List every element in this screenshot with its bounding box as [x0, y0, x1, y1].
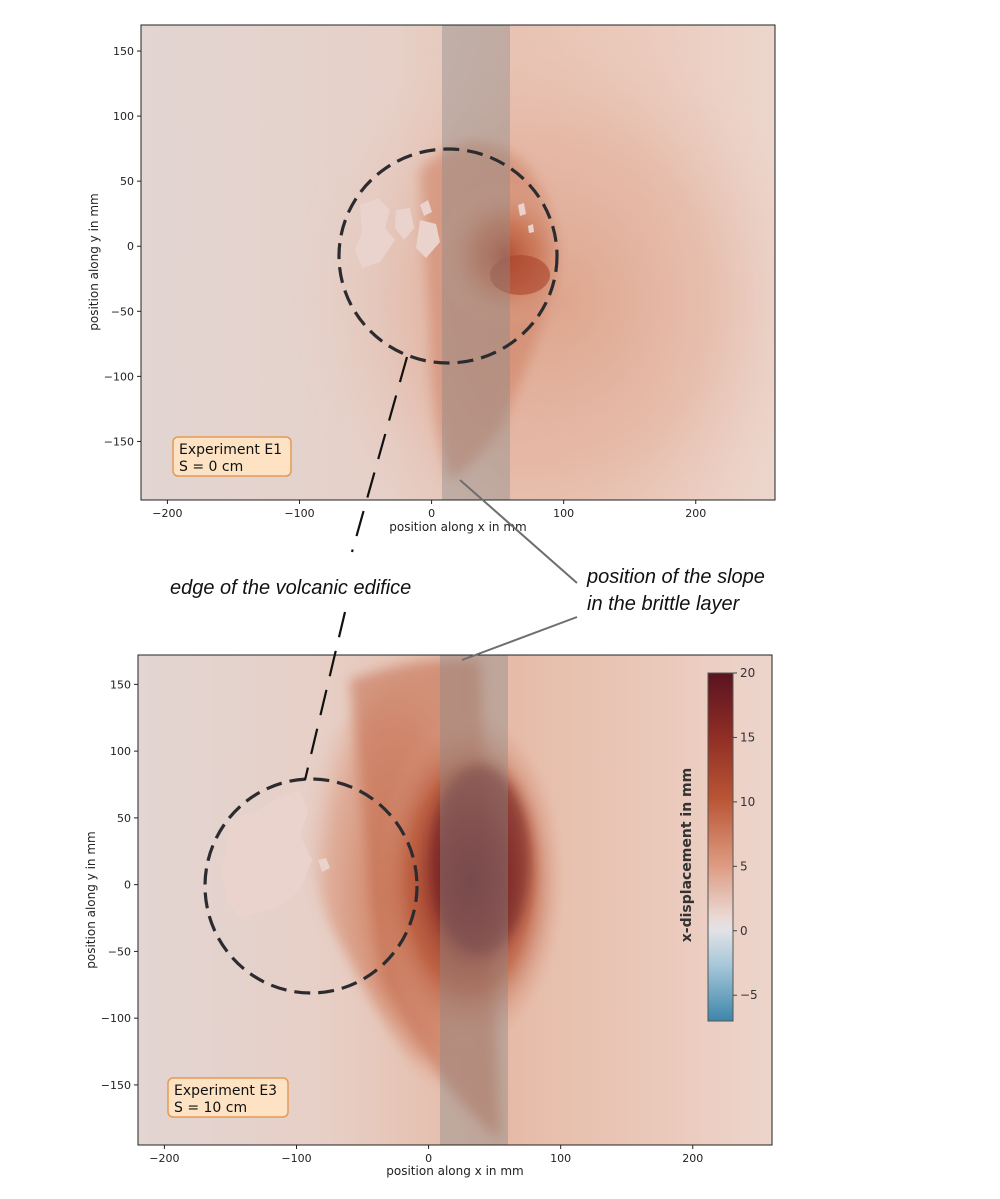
- e3-y-tick-label: 50: [117, 812, 131, 825]
- e1-axes-frame: [140, 24, 776, 501]
- e3-x-axis-label: position along x in mm: [386, 1164, 523, 1178]
- colorbar-ticks: 20 15 10 5 0 −5: [733, 666, 758, 1002]
- e3-y-tick-label: 100: [110, 745, 131, 758]
- e3-x-tick-label: 0: [425, 1152, 432, 1165]
- panel-e1: −200 −100 0 100 200 −150 −100 −50 0 50 100 150 pos…: [87, 24, 776, 534]
- slope-pointer-upper: [459, 479, 578, 584]
- e3-y-tick-label: −150: [101, 1079, 131, 1092]
- e1-y-axis-label: position along y in mm: [87, 193, 101, 330]
- colorbar-tick-label: −5: [740, 988, 758, 1002]
- e3-slope-band: [440, 655, 508, 1145]
- e1-x-tick-label: 100: [553, 507, 574, 520]
- e3-x-tick-label: −200: [149, 1152, 179, 1165]
- e1-missing-data: [355, 198, 534, 268]
- e1-x-tick-label: 0: [428, 507, 435, 520]
- e1-x-ticks: −200 −100 0 100 200: [152, 500, 706, 520]
- e3-y-axis-label: position along y in mm: [84, 831, 98, 968]
- e1-x-tick-label: 200: [685, 507, 706, 520]
- e3-x-tick-label: −100: [281, 1152, 311, 1165]
- e1-experiment-s: S = 0 cm: [179, 459, 243, 475]
- e1-experiment-title: Experiment E1: [179, 442, 282, 458]
- e3-axes-frame: [137, 654, 773, 1146]
- e3-x-tick-label: 200: [682, 1152, 703, 1165]
- e1-y-tick-label: −50: [111, 305, 134, 318]
- e1-y-ticks: −150 −100 −50 0 50 100 150: [104, 45, 141, 448]
- colorbar-label: x-displacement in mm: [679, 768, 695, 943]
- slope-annotation-line1: position of the slope: [586, 566, 765, 588]
- e3-missing-data: [222, 790, 330, 918]
- e3-y-ticks: −150 −100 −50 0 50 100 150: [101, 678, 138, 1092]
- edifice-connector-lower: [303, 611, 347, 781]
- e1-x-axis-label: position along x in mm: [389, 520, 526, 534]
- colorbar: 20 15 10 5 0 −5 x-displacement in mm: [679, 666, 758, 1022]
- e1-edifice-circle: [337, 147, 559, 365]
- e1-y-tick-label: −150: [104, 435, 134, 448]
- e3-edifice-circle: [203, 777, 419, 995]
- e3-experiment-s: S = 10 cm: [174, 1100, 247, 1116]
- slope-annotation-line2: in the brittle layer: [587, 593, 741, 615]
- edifice-connector-upper: [350, 356, 409, 553]
- e3-experiment-title: Experiment E3: [174, 1083, 277, 1099]
- e1-experiment-box: Experiment E1 S = 0 cm: [172, 436, 292, 477]
- e1-heatmap: [141, 25, 775, 500]
- e1-y-tick-label: 0: [127, 240, 134, 253]
- colorbar-tick-label: 5: [740, 859, 748, 873]
- colorbar-tick-label: 15: [740, 730, 755, 744]
- e1-x-tick-label: −200: [152, 507, 182, 520]
- e1-y-tick-label: 100: [113, 110, 134, 123]
- annotations: edge of the volcanic edifice position of…: [170, 356, 765, 781]
- colorbar-gradient: [707, 672, 734, 1022]
- e1-y-tick-label: −100: [104, 370, 134, 383]
- e1-y-tick-label: 150: [113, 45, 134, 58]
- colorbar-tick-label: 0: [740, 924, 748, 938]
- e3-y-tick-label: 150: [110, 678, 131, 691]
- e3-experiment-box: Experiment E3 S = 10 cm: [167, 1077, 289, 1118]
- e3-y-tick-label: −50: [108, 945, 131, 958]
- e1-x-tick-label: −100: [284, 507, 314, 520]
- colorbar-tick-label: 20: [740, 666, 755, 680]
- e3-x-tick-label: 100: [550, 1152, 571, 1165]
- e3-x-ticks: −200 −100 0 100 200: [149, 1145, 703, 1165]
- e3-heatmap: [138, 655, 772, 1145]
- e1-slope-band: [442, 25, 510, 500]
- edifice-annotation: edge of the volcanic edifice: [170, 577, 411, 599]
- e1-y-tick-label: 50: [120, 175, 134, 188]
- slope-pointer-lower: [461, 616, 578, 661]
- colorbar-tick-label: 10: [740, 795, 755, 809]
- e3-y-tick-label: −100: [101, 1012, 131, 1025]
- e3-y-tick-label: 0: [124, 879, 131, 892]
